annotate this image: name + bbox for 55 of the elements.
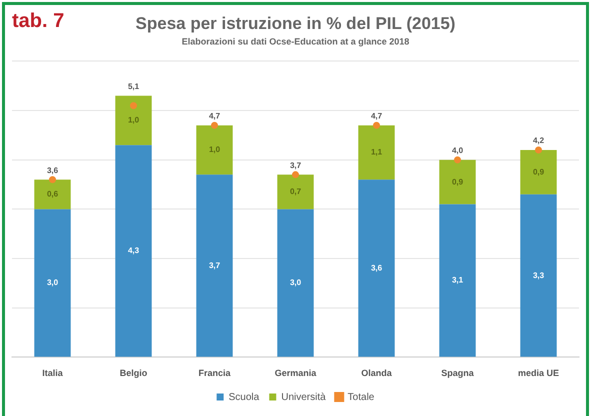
x-tick-label: Olanda — [361, 368, 393, 378]
data-label: 3,0 — [46, 278, 59, 288]
bar — [115, 145, 152, 357]
chart-title: Spesa per istruzione in % del PIL (2015) — [136, 14, 456, 33]
x-tick-label: Germania — [274, 368, 318, 378]
legend-label: Scuola — [228, 392, 260, 403]
bar — [34, 209, 71, 357]
data-label: 0,9 — [532, 167, 545, 176]
data-label: 0,9 — [452, 177, 464, 186]
data-label: 3,3 — [532, 270, 545, 280]
bar — [277, 209, 314, 357]
point — [49, 176, 56, 184]
data-label: 3,7 — [290, 160, 302, 170]
x-tick-label: Spagna — [441, 368, 475, 378]
bar — [520, 194, 557, 357]
data-label: 3,7 — [208, 260, 221, 270]
bar — [115, 96, 152, 146]
bar — [196, 174, 233, 357]
data-label: 0,7 — [290, 187, 302, 196]
point — [535, 146, 542, 154]
bar — [520, 150, 557, 194]
data-label: 3,6 — [46, 166, 59, 175]
point — [454, 156, 461, 164]
legend-label: Totale — [348, 392, 375, 403]
data-label: 4,7 — [370, 112, 383, 121]
bar — [439, 204, 476, 357]
chart-subtitle: Elaborazioni su dati Ocse-Education at a glance 2018 — [182, 36, 410, 46]
data-label: 0,6 — [46, 190, 59, 199]
data-label: 4,0 — [452, 146, 464, 156]
legend-label: Università — [281, 392, 326, 403]
data-label: 5,1 — [128, 82, 140, 91]
bar — [358, 125, 395, 180]
point — [373, 122, 380, 129]
x-tick-label: Belgio — [120, 368, 148, 378]
data-label: 4,7 — [208, 112, 221, 121]
point — [292, 171, 299, 178]
data-label: 1,1 — [370, 148, 383, 157]
caption: tab. 7 — [12, 10, 64, 33]
data-label: 4,2 — [532, 136, 545, 146]
data-label: 1,0 — [208, 145, 221, 154]
data-label: 4,3 — [128, 246, 140, 256]
x-tick-label: media UE — [518, 368, 560, 378]
data-label: 1,0 — [128, 116, 140, 125]
bar — [439, 160, 476, 204]
x-tick-label: Francia — [198, 368, 232, 378]
bar — [34, 180, 71, 210]
data-label: 3,1 — [452, 276, 464, 285]
bar — [196, 125, 233, 175]
data-label: 3,6 — [370, 263, 383, 272]
point — [211, 122, 218, 129]
x-tick-label: Italia — [42, 368, 64, 378]
bar — [358, 180, 395, 357]
point — [130, 102, 137, 110]
data-label: 3,0 — [290, 278, 302, 288]
bar — [277, 174, 314, 210]
